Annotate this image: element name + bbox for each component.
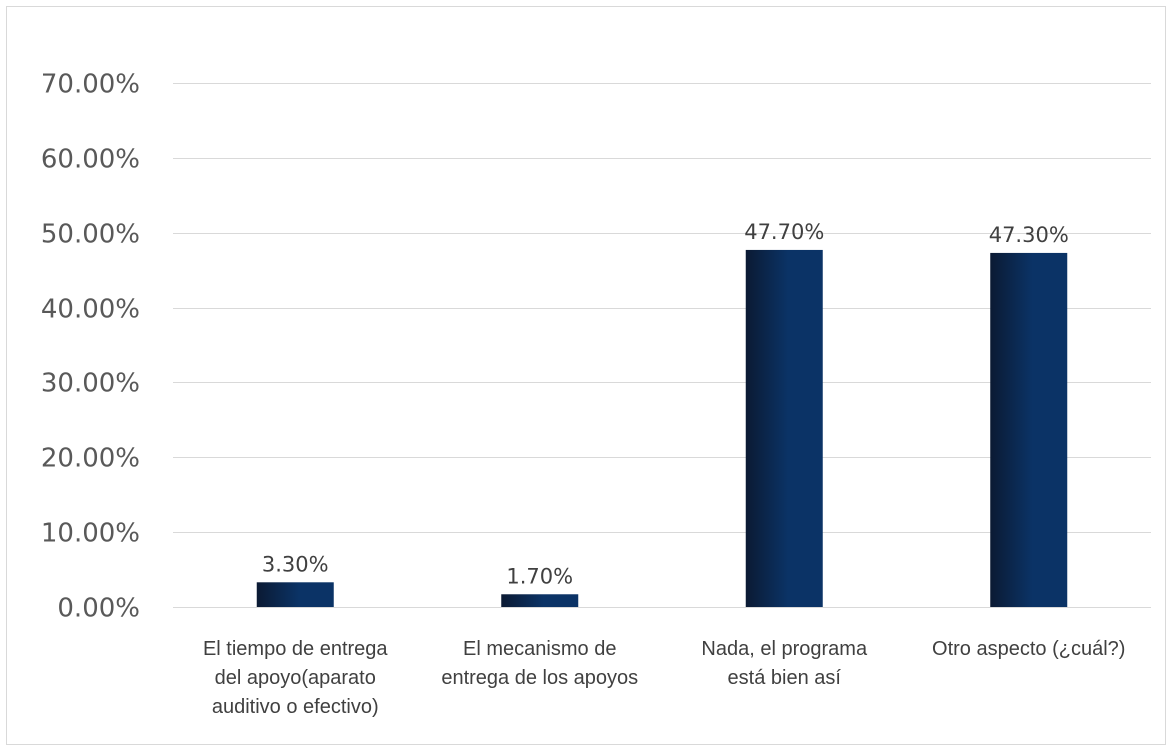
gridlines (173, 83, 1151, 608)
category-label: Nada, el programa (701, 638, 868, 660)
bar (256, 582, 334, 607)
data-labels: 3.30% 1.70% 47.70% 47.30% (262, 220, 1069, 588)
bar (990, 252, 1068, 607)
bar-chart: 0.00% 10.00% 20.00% 30.00% 40.00% 50.00% 60.00… (41, 70, 1151, 718)
bar (745, 249, 823, 607)
y-tick-label: 0.00% (57, 594, 140, 624)
bar (501, 594, 579, 607)
category-label: entrega de los apoyos (441, 667, 638, 689)
bars (256, 249, 1068, 607)
data-label: 47.70% (744, 220, 824, 244)
data-label: 1.70% (506, 564, 573, 588)
category-label: El mecanismo de (463, 638, 616, 660)
y-tick-label: 50.00% (41, 220, 140, 250)
y-tick-label: 60.00% (41, 145, 140, 175)
category-labels: El tiempo de entrega del apoyo(aparato aud… (203, 638, 1125, 718)
chart-frame: 0.00% 10.00% 20.00% 30.00% 40.00% 50.00% 60.00… (6, 6, 1166, 745)
y-tick-label: 30.00% (41, 369, 140, 399)
category-label: Otro aspecto (¿cuál?) (932, 638, 1125, 660)
category-label: auditivo o efectivo) (212, 696, 379, 718)
y-tick-label: 20.00% (41, 444, 140, 474)
data-label: 3.30% (262, 552, 329, 576)
category-label: está bien así (728, 667, 842, 689)
y-tick-label: 10.00% (41, 519, 140, 549)
y-tick-label: 70.00% (41, 70, 140, 100)
category-label: El tiempo de entrega (203, 638, 388, 660)
y-tick-label: 40.00% (41, 295, 140, 325)
data-label: 47.30% (989, 223, 1069, 247)
y-axis-tick-labels: 0.00% 10.00% 20.00% 30.00% 40.00% 50.00% 60.00… (41, 70, 140, 624)
category-label: del apoyo(aparato (215, 667, 376, 689)
